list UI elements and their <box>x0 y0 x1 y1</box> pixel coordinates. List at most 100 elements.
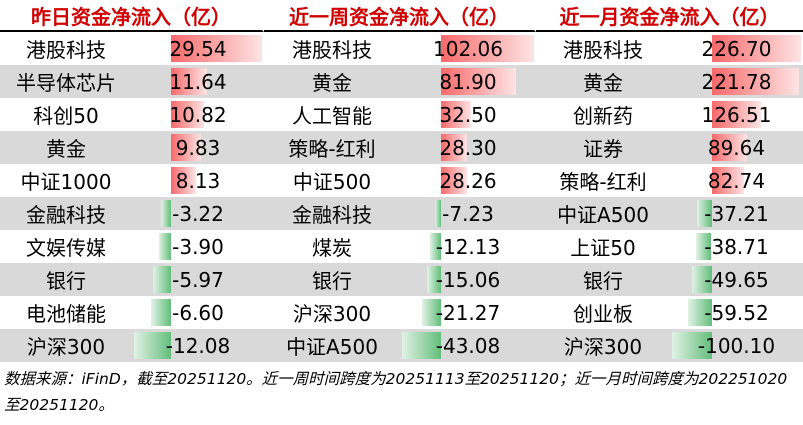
data-bar <box>434 200 442 227</box>
value-label: 126.51 <box>701 102 772 127</box>
value-cell: 89.64 <box>670 131 803 164</box>
value-cell: 8.13 <box>132 164 264 197</box>
data-bar <box>691 266 712 293</box>
value-cell: -5.97 <box>132 263 264 296</box>
value-cell: 9.83 <box>132 131 264 164</box>
data-bar <box>421 299 442 326</box>
data-bar <box>430 233 442 260</box>
value-cell: 81.90 <box>400 65 536 98</box>
data-bar <box>161 200 172 227</box>
value-label: 10.82 <box>169 102 227 127</box>
value-label: 8.13 <box>175 168 221 193</box>
row-name: 中证500 <box>264 164 400 197</box>
value-cell: 82.74 <box>670 164 803 197</box>
data-bar <box>672 332 712 359</box>
value-cell: -43.08 <box>400 329 536 362</box>
value-cell: 11.64 <box>132 65 264 98</box>
value-label: -38.71 <box>704 234 769 259</box>
value-cell: 102.06 <box>400 32 536 65</box>
data-bar <box>441 68 516 95</box>
row-name: 中证A500 <box>264 329 400 362</box>
column-header: 昨日资金净流入（亿） <box>0 0 264 32</box>
value-label: 28.30 <box>439 135 497 160</box>
data-bar <box>171 35 262 62</box>
data-bar <box>711 35 801 62</box>
value-cell: -59.52 <box>670 296 803 329</box>
data-bar <box>171 101 205 128</box>
row-name: 港股科技 <box>264 32 400 65</box>
value-cell: 29.54 <box>132 32 264 65</box>
value-label: 82.74 <box>707 168 766 193</box>
column-header: 近一周资金净流入（亿） <box>264 0 536 32</box>
value-cell: -37.21 <box>670 197 803 230</box>
data-bar <box>150 299 172 326</box>
row-name: 煤炭 <box>264 230 400 263</box>
row-name: 创新药 <box>536 98 670 131</box>
value-cell: -100.10 <box>670 329 803 362</box>
row-name: 黄金 <box>264 65 400 98</box>
value-label: 81.90 <box>439 69 497 94</box>
footnote: 数据来源：iFinD，截至20251120。近一周时间跨度为20251113至2… <box>4 370 788 414</box>
value-label: -5.97 <box>172 267 224 292</box>
value-cell: -12.08 <box>132 329 264 362</box>
value-cell: -38.71 <box>670 230 803 263</box>
value-label: -15.06 <box>435 267 501 292</box>
value-label: -100.10 <box>697 333 776 358</box>
row-name: 电池储能 <box>0 296 132 329</box>
row-name: 策略-红利 <box>536 164 670 197</box>
value-label: 89.64 <box>707 135 766 160</box>
data-bar <box>711 167 745 194</box>
value-label: 102.06 <box>433 36 503 61</box>
row-name: 中证A500 <box>536 197 670 230</box>
value-label: -49.65 <box>704 267 769 292</box>
value-label: 28.26 <box>439 168 497 193</box>
data-bar <box>159 233 172 260</box>
value-label: -12.08 <box>165 333 231 358</box>
row-name: 银行 <box>264 263 400 296</box>
value-label: -3.22 <box>172 201 224 226</box>
value-label: 32.50 <box>439 102 497 127</box>
value-label: -7.23 <box>442 201 494 226</box>
row-name: 沪深300 <box>264 296 400 329</box>
data-bar <box>688 299 712 326</box>
row-name: 沪深300 <box>0 329 132 362</box>
row-name: 科创50 <box>0 98 132 131</box>
row-name: 中证1000 <box>0 164 132 197</box>
data-bar <box>171 167 197 194</box>
row-name: 港股科技 <box>0 32 132 65</box>
data-bar <box>711 68 800 95</box>
value-cell: 226.70 <box>670 32 803 65</box>
value-label: -37.21 <box>704 201 769 226</box>
value-cell: 10.82 <box>132 98 264 131</box>
row-name: 创业板 <box>536 296 670 329</box>
value-label: -59.52 <box>704 300 769 325</box>
value-cell: -15.06 <box>400 263 536 296</box>
data-bar <box>152 266 172 293</box>
data-bar <box>711 101 762 128</box>
row-name: 黄金 <box>0 131 132 164</box>
row-name: 上证50 <box>536 230 670 263</box>
value-cell: -3.90 <box>132 230 264 263</box>
row-name: 银行 <box>0 263 132 296</box>
value-label: 11.64 <box>169 69 227 94</box>
value-label: 29.54 <box>169 36 227 61</box>
value-cell: 126.51 <box>670 98 803 131</box>
row-name: 金融科技 <box>264 197 400 230</box>
row-name: 半导体芯片 <box>0 65 132 98</box>
value-cell: 221.78 <box>670 65 803 98</box>
value-cell: -49.65 <box>670 263 803 296</box>
value-cell: 28.30 <box>400 131 536 164</box>
row-name: 金融科技 <box>0 197 132 230</box>
value-label: 9.83 <box>175 135 221 160</box>
data-bar <box>441 134 467 161</box>
value-cell: -21.27 <box>400 296 536 329</box>
row-name: 黄金 <box>536 65 670 98</box>
value-label: 221.78 <box>701 69 772 94</box>
data-bar <box>134 332 172 359</box>
data-bar <box>441 167 467 194</box>
data-bar <box>441 35 534 62</box>
value-label: -12.13 <box>435 234 501 259</box>
data-bar <box>711 134 747 161</box>
data-bar <box>171 68 207 95</box>
